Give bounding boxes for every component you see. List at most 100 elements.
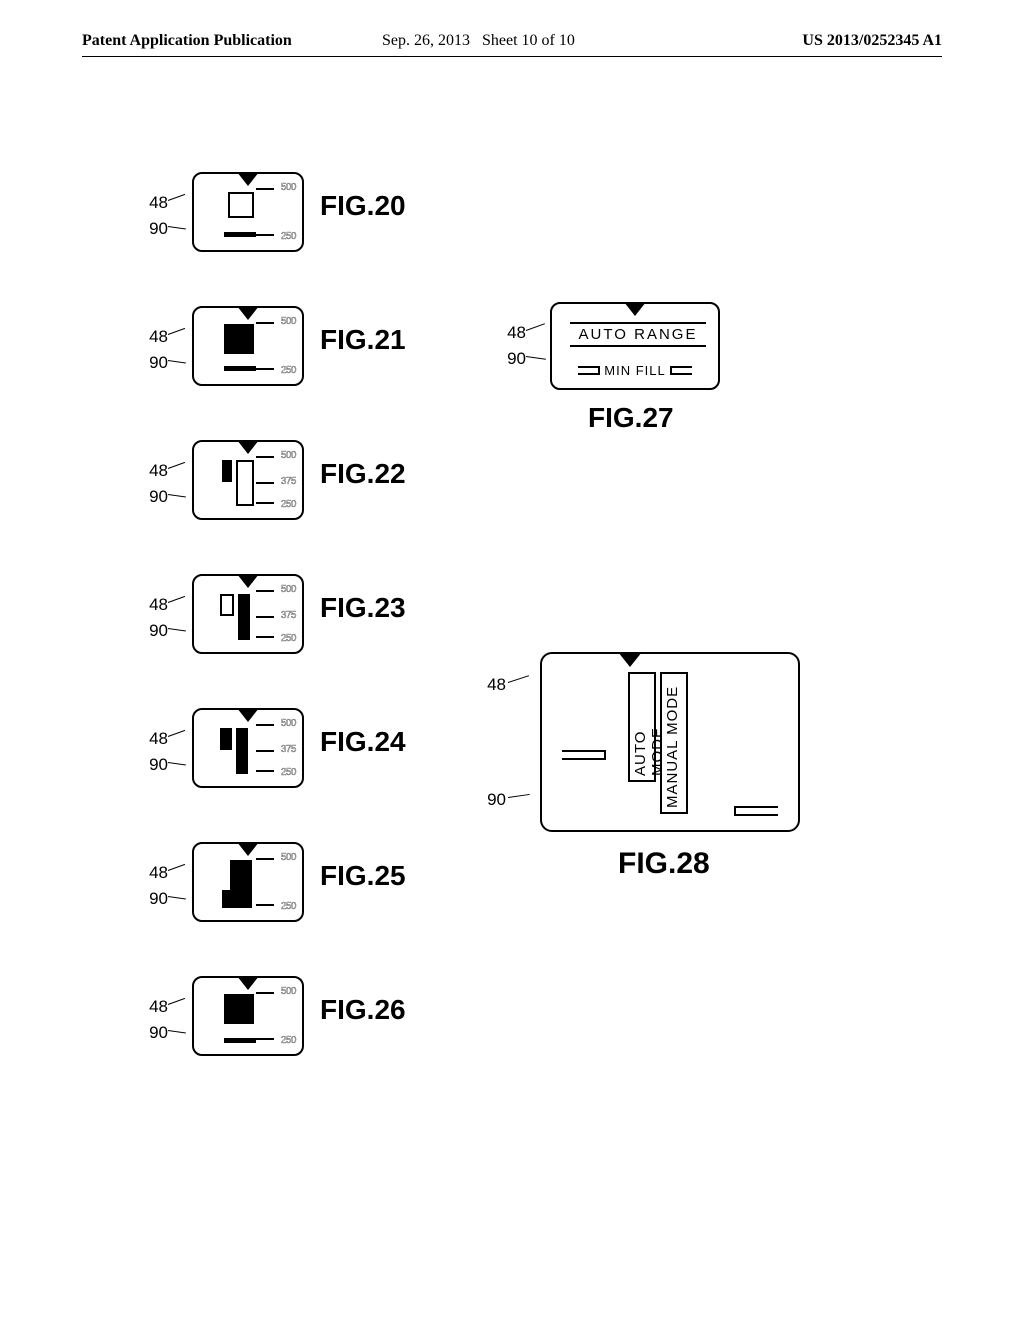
flag-left-icon — [562, 750, 606, 760]
ref-48: 48 — [142, 190, 168, 216]
lead-line — [168, 730, 185, 737]
ref-90: 90 — [142, 1020, 168, 1046]
ref-numbers: 4890 — [142, 726, 168, 778]
scale-top: 500 — [281, 986, 296, 997]
scale-top: 500 — [281, 718, 296, 729]
lead-line — [168, 360, 186, 363]
display-panel: 500375250 — [192, 708, 304, 788]
lead-line — [168, 998, 185, 1005]
tick-line — [256, 750, 274, 752]
notch-icon — [237, 574, 259, 588]
tick-line — [256, 502, 274, 504]
bracket-right-icon — [670, 366, 692, 375]
scale-top: 500 — [281, 852, 296, 863]
ref-90: 90 — [480, 787, 506, 813]
tick-line — [256, 636, 274, 638]
ref-numbers: 90 — [480, 787, 506, 813]
ref-90: 90 — [500, 346, 526, 372]
ref-numbers: 4890 — [142, 458, 168, 510]
lead-line — [526, 356, 546, 360]
display-panel: 500250 — [192, 842, 304, 922]
lead-line — [168, 1030, 186, 1033]
page-header: Patent Application Publication Sep. 26, … — [82, 32, 942, 57]
figure-content: 4890500250FIG.204890500250FIG.2148905003… — [82, 172, 942, 1222]
tick-line — [256, 724, 274, 726]
ref-numbers: 4890 — [142, 860, 168, 912]
notch-icon — [237, 306, 259, 320]
scale-bot: 250 — [281, 1035, 296, 1046]
filled-bar-icon — [224, 1038, 256, 1043]
display-panel: 500375250 — [192, 440, 304, 520]
figure-label: FIG.20 — [320, 190, 406, 222]
figure-label: FIG.25 — [320, 860, 406, 892]
display-panel: 500 250 — [192, 976, 304, 1056]
header-mid: Sep. 26, 2013 Sheet 10 of 10 — [382, 32, 575, 50]
ref-48: 48 — [142, 592, 168, 618]
filled-bar-icon — [222, 890, 252, 908]
page: Patent Application Publication Sep. 26, … — [82, 32, 942, 1288]
figure-label: FIG.27 — [588, 402, 674, 434]
notch-icon — [624, 302, 646, 316]
tick-line — [256, 1038, 274, 1040]
lead-line — [168, 896, 186, 899]
lead-line — [168, 226, 186, 229]
tick-line — [256, 904, 274, 906]
tick-line — [256, 234, 274, 236]
notch-icon — [618, 652, 642, 667]
filled-bar-icon — [224, 324, 254, 354]
tick-line — [256, 590, 274, 592]
header-left: Patent Application Publication — [82, 32, 292, 49]
display-panel: 500 250 — [192, 306, 304, 386]
display-panel: AUTO RANGE MIN FILL — [550, 302, 720, 390]
lead-line — [168, 628, 186, 631]
display-panel: AUTO MODE MANUAL MODE — [540, 652, 800, 832]
ref-90: 90 — [142, 350, 168, 376]
notch-icon — [237, 976, 259, 990]
ref-numbers: 4890 — [142, 592, 168, 644]
filled-bar-icon — [224, 232, 256, 237]
ref-48: 48 — [142, 860, 168, 886]
ref-48: 48 — [142, 994, 168, 1020]
outline-box-icon — [236, 460, 254, 506]
tick-line — [256, 368, 274, 370]
ref-90: 90 — [142, 484, 168, 510]
ref-90: 90 — [142, 216, 168, 242]
scale-top: 500 — [281, 584, 296, 595]
manual-mode-label: MANUAL MODE — [664, 678, 681, 808]
ref-numbers: 4890 — [142, 324, 168, 376]
filled-bar-icon — [224, 366, 256, 371]
figure-label: FIG.26 — [320, 994, 406, 1026]
ref-48: 48 — [142, 458, 168, 484]
filled-bar-icon — [236, 728, 248, 774]
ref-numbers: 4890 — [142, 190, 168, 242]
filled-bar-icon — [224, 994, 254, 1024]
ref-48: 48 — [142, 324, 168, 350]
tick-line — [256, 482, 274, 484]
scale-top: 500 — [281, 316, 296, 327]
scale-top: 500 — [281, 450, 296, 461]
figure-label: FIG.22 — [320, 458, 406, 490]
scale-bot: 250 — [281, 365, 296, 376]
ref-48: 48 — [500, 320, 526, 346]
lead-line — [168, 462, 185, 469]
filled-bar-icon — [238, 594, 250, 640]
ref-numbers: 48 — [480, 672, 506, 698]
scale-bot: 250 — [281, 231, 296, 242]
scale-mid: 375 — [281, 476, 296, 487]
display-panel: 500250 — [192, 172, 304, 252]
tick-line — [256, 456, 274, 458]
scale-mid: 375 — [281, 610, 296, 621]
header-sheet: Sheet 10 of 10 — [482, 32, 575, 49]
scale-mid: 375 — [281, 744, 296, 755]
bracket-left-icon — [578, 366, 600, 375]
auto-range-label: AUTO RANGE — [570, 322, 706, 347]
filled-bar-icon — [222, 460, 232, 482]
figure-label: FIG.24 — [320, 726, 406, 758]
lead-line — [168, 596, 185, 603]
header-pubno: US 2013/0252345 A1 — [802, 32, 942, 50]
notch-icon — [237, 440, 259, 454]
lead-line — [168, 194, 185, 201]
lead-line — [168, 762, 186, 765]
ref-48: 48 — [142, 726, 168, 752]
display-panel: 500375250 — [192, 574, 304, 654]
